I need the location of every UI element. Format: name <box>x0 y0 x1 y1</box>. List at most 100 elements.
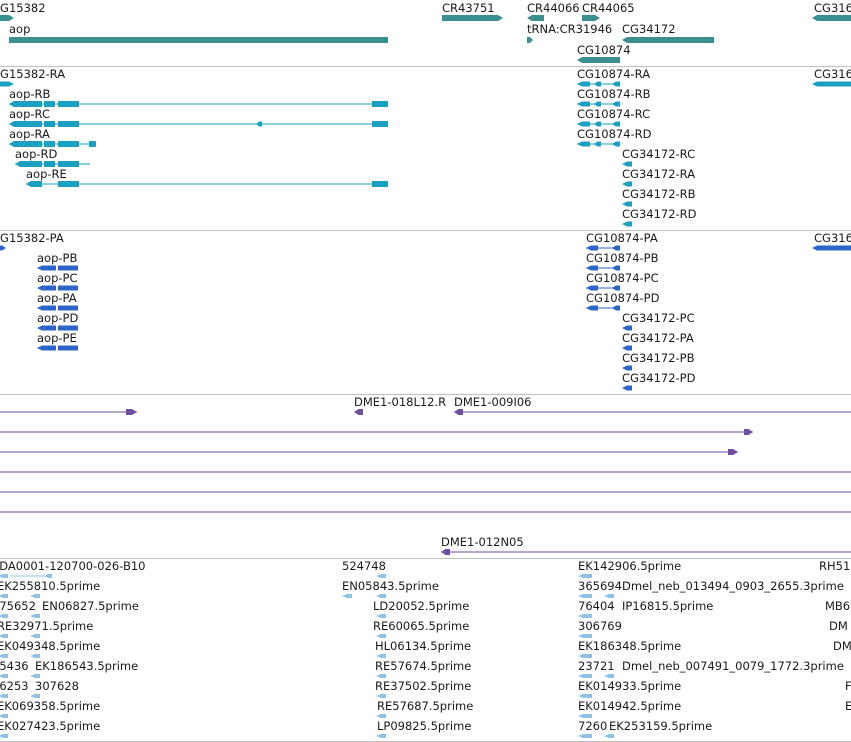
feature-label[interactable]: CG10874 <box>577 43 631 57</box>
feature-label[interactable]: EN06827.5prime <box>42 599 139 613</box>
transcript-exon[interactable] <box>612 141 620 147</box>
protein-glyph[interactable] <box>586 265 598 271</box>
feature-label[interactable]: MB6 <box>825 599 851 613</box>
feature-label[interactable]: RH51 <box>819 559 851 573</box>
feature-label[interactable]: F <box>845 679 851 693</box>
transcript-exon[interactable] <box>594 81 601 87</box>
transcript-exon[interactable] <box>372 121 388 127</box>
feature-label[interactable]: aop-RC <box>9 107 50 121</box>
feature-label[interactable]: DM <box>829 619 848 633</box>
est-glyph[interactable] <box>30 634 40 638</box>
est-glyph[interactable] <box>376 694 386 698</box>
feature-label[interactable]: CG10874-RD <box>577 127 652 141</box>
feature-label[interactable]: CG34172-RD <box>622 207 697 221</box>
est-glyph[interactable] <box>0 614 8 618</box>
feature-label[interactable]: EK142906.5prime <box>578 559 682 573</box>
feature-label[interactable]: DME1-012N05 <box>441 535 524 549</box>
transcript-exon[interactable] <box>612 121 620 127</box>
est-glyph[interactable] <box>30 594 40 598</box>
protein-glyph[interactable] <box>812 245 851 251</box>
transcript-exon[interactable] <box>622 161 632 167</box>
protein-glyph[interactable] <box>58 285 78 291</box>
feature-label[interactable]: CG10874-PB <box>586 251 659 265</box>
est-glyph[interactable] <box>0 694 8 698</box>
transcript-exon[interactable] <box>612 81 620 87</box>
protein-glyph[interactable] <box>58 325 78 331</box>
gene-glyph[interactable] <box>812 15 851 21</box>
transcript-exon[interactable] <box>594 121 601 127</box>
feature-label[interactable]: 23721 <box>578 659 615 673</box>
feature-label[interactable]: EK253159.5prime <box>609 719 713 733</box>
transcript-exon[interactable] <box>622 181 632 187</box>
feature-label[interactable]: Dmel_neb_007491_0079_1772.3prime <box>622 659 844 673</box>
est-glyph[interactable] <box>44 574 52 578</box>
transcript-exon[interactable] <box>622 221 632 227</box>
est-glyph[interactable] <box>578 614 592 618</box>
est-glyph[interactable] <box>578 574 592 578</box>
est-glyph[interactable] <box>604 674 614 678</box>
protein-glyph[interactable] <box>58 265 78 271</box>
feature-label[interactable]: CG316 <box>814 67 851 81</box>
feature-label[interactable]: aop-PB <box>37 251 78 265</box>
feature-label[interactable]: aop-PA <box>37 291 77 305</box>
feature-label[interactable]: EK014933.5prime <box>578 679 682 693</box>
est-glyph[interactable] <box>604 594 614 598</box>
est-glyph[interactable] <box>578 734 592 738</box>
protein-glyph[interactable] <box>622 345 632 351</box>
feature-label[interactable]: E <box>845 699 851 713</box>
transcript-exon[interactable] <box>594 101 601 107</box>
protein-glyph[interactable] <box>0 245 6 251</box>
feature-label[interactable]: CG34172-PC <box>622 311 695 325</box>
est-glyph[interactable] <box>578 694 592 698</box>
transcript-exon[interactable] <box>58 101 79 107</box>
feature-label[interactable]: CG316 <box>814 1 851 15</box>
feature-label[interactable]: 365694 <box>578 579 622 593</box>
feature-label[interactable]: LD20052.5prime <box>373 599 470 613</box>
est-glyph[interactable] <box>0 634 8 638</box>
feature-label[interactable]: CG15382 <box>0 1 46 15</box>
protein-glyph[interactable] <box>612 305 620 311</box>
protein-glyph[interactable] <box>37 305 56 311</box>
feature-label[interactable]: CG34172-PD <box>622 371 696 385</box>
feature-label[interactable]: CG34172-RB <box>622 187 696 201</box>
transcript-exon[interactable] <box>26 181 42 187</box>
feature-label[interactable]: aop-RB <box>9 87 51 101</box>
feature-label[interactable]: EK014942.5prime <box>578 699 682 713</box>
feature-label[interactable]: CG10874-RB <box>577 87 651 101</box>
feature-label[interactable]: 375652 <box>0 599 36 613</box>
protein-glyph[interactable] <box>37 345 56 351</box>
feature-label[interactable]: CG316 <box>814 231 851 245</box>
feature-label[interactable]: EK027423.5prime <box>0 719 101 733</box>
est-glyph[interactable] <box>342 594 352 598</box>
est-glyph[interactable] <box>0 574 8 578</box>
clone-end[interactable] <box>441 549 450 555</box>
feature-label[interactable]: 76404 <box>578 599 615 613</box>
feature-label[interactable]: aop-RA <box>9 127 50 141</box>
feature-label[interactable]: EK186348.5prime <box>578 639 682 653</box>
est-glyph[interactable] <box>604 734 614 738</box>
feature-label[interactable]: EN05843.5prime <box>342 579 439 593</box>
protein-glyph[interactable] <box>586 285 598 291</box>
feature-label[interactable]: 306769 <box>578 619 622 633</box>
feature-label[interactable]: 307628 <box>35 679 79 693</box>
feature-label[interactable]: CG34172 <box>622 22 676 36</box>
est-glyph[interactable] <box>578 634 592 638</box>
feature-label[interactable]: RE60065.5prime <box>373 619 470 633</box>
gene-glyph[interactable] <box>577 57 620 63</box>
feature-label[interactable]: aop-PE <box>37 331 77 345</box>
feature-label[interactable]: CG34172-PA <box>622 331 694 345</box>
transcript-exon[interactable] <box>0 81 14 87</box>
protein-glyph[interactable] <box>612 245 620 251</box>
est-glyph[interactable] <box>0 734 8 738</box>
transcript-exon[interactable] <box>89 141 96 147</box>
feature-label[interactable]: EK186543.5prime <box>35 659 139 673</box>
est-glyph[interactable] <box>376 634 386 638</box>
gene-glyph[interactable] <box>0 15 14 21</box>
feature-label[interactable]: CR44066 <box>527 1 580 15</box>
est-glyph[interactable] <box>376 714 386 718</box>
est-glyph[interactable] <box>578 594 592 598</box>
est-glyph[interactable] <box>0 594 8 598</box>
feature-label[interactable]: DME1-018L12.R <box>354 395 447 409</box>
est-glyph[interactable] <box>578 654 592 658</box>
feature-label[interactable]: EK069358.5prime <box>0 699 101 713</box>
